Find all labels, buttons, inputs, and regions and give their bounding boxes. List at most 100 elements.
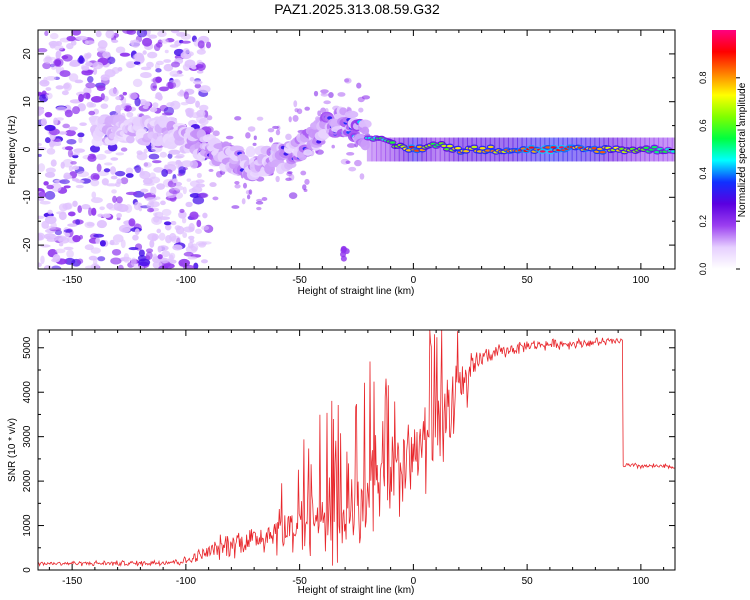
spectrogram-blob <box>38 191 47 198</box>
spectrogram-blob <box>69 99 82 104</box>
spectrogram-blob <box>95 30 102 38</box>
spectrogram-blob <box>65 129 76 137</box>
snr-xtick-label: 100 <box>633 576 650 587</box>
spectrogram-blob <box>82 92 91 99</box>
snr-series-line <box>38 330 675 567</box>
spectrogram-blob <box>206 115 213 121</box>
spectrogram-blob <box>182 48 190 55</box>
spectrogram-blob <box>158 216 171 221</box>
spectrogram-blob <box>106 183 118 187</box>
spectrogram-blob <box>97 213 104 218</box>
spectrogram-blob <box>145 197 158 202</box>
spectrogram-blob <box>196 48 206 55</box>
spectrogram-blob <box>67 211 76 217</box>
spectrogram-blob <box>134 164 142 174</box>
spectrogram-blob <box>124 105 132 112</box>
spectrogram-blob <box>148 153 160 160</box>
spectrogram-blob <box>170 220 177 226</box>
spectrogram-blob <box>38 163 46 172</box>
spectrogram-blob <box>49 32 59 40</box>
spectrogram-blob <box>194 83 202 89</box>
spectrogram-blob <box>50 265 62 269</box>
spectrogram-blob <box>179 208 185 214</box>
spectrogram-blob <box>302 184 307 191</box>
spectrogram-blob <box>293 100 298 108</box>
spectrogram-blob <box>61 90 69 96</box>
spectrogram-blob <box>55 248 66 254</box>
colorbar-tick-label: 0.0 <box>698 263 708 276</box>
spectrogram-blob <box>114 170 126 177</box>
spectrogram-blob <box>153 215 160 223</box>
spectrogram-blob <box>103 168 111 173</box>
spectrogram-blob <box>134 97 141 107</box>
spectrogram-blob <box>45 75 57 81</box>
spectrogram-blob <box>161 38 169 44</box>
spectrogram-blob <box>66 35 76 42</box>
spectrogram-blob <box>172 244 183 251</box>
spectrogram-blob <box>108 87 119 97</box>
spectrogram-blob <box>196 172 202 179</box>
spectrogram-blob <box>93 233 105 238</box>
spectrogram-noise <box>38 30 371 269</box>
spectrogram-blob <box>287 171 293 175</box>
spectrogram-blob <box>140 188 149 193</box>
spectrogram-blob <box>152 102 159 108</box>
spectrogram-blob <box>147 207 155 213</box>
colorbar-tick-label: 0.8 <box>698 72 708 85</box>
spectrogram-blob <box>169 44 179 48</box>
spectrogram-blob <box>234 116 242 121</box>
spectrogram-blob <box>66 139 77 145</box>
spectrogram-blob <box>63 229 73 233</box>
spectrogram-blob <box>182 232 188 238</box>
spectrogram-blob <box>78 93 84 103</box>
spectrogram-blob <box>296 108 303 115</box>
spectrogram-blob <box>163 59 172 63</box>
spectrogram-ytick-label: 0 <box>22 146 33 152</box>
spectrogram-blob <box>63 185 71 189</box>
spectrogram-blob <box>44 111 53 118</box>
spectrogram-blob <box>100 74 110 81</box>
spectrogram-blob <box>92 61 104 70</box>
spectrogram-blob <box>157 94 163 101</box>
spectrogram-blob <box>38 196 45 202</box>
spectrogram-blob <box>75 179 85 184</box>
spectrogram-blob <box>58 203 68 212</box>
spectrogram-blob <box>185 201 193 208</box>
spectrogram-blob <box>179 89 185 96</box>
spectrogram-blob <box>46 148 56 155</box>
spectrogram-xtick-label: -50 <box>292 275 307 286</box>
spectrogram-blob <box>40 118 47 126</box>
spectrogram-blob <box>46 226 57 230</box>
spectrogram-blob <box>125 191 138 196</box>
spectrogram-blob <box>196 70 204 74</box>
spectrogram-blob <box>225 135 234 140</box>
spectrogram-blob <box>205 41 212 49</box>
spectrogram-blob <box>134 228 140 235</box>
spectrogram-blob <box>46 184 54 190</box>
spectrogram-blob <box>157 254 163 260</box>
spectrogram-blob <box>44 124 56 132</box>
spectrogram-blob <box>163 221 172 226</box>
spectrogram-blob <box>67 149 73 158</box>
spectrogram-blob <box>77 132 85 138</box>
spectrogram-blob <box>248 189 253 195</box>
spectrogram-blob <box>150 186 157 196</box>
spectrogram-blob <box>180 40 191 44</box>
spectrogram-blob <box>140 71 152 79</box>
spectrogram-blob <box>193 262 199 269</box>
spectrogram-blob <box>68 126 78 131</box>
spectrogram-blob <box>43 56 53 64</box>
spectrogram-blob <box>192 196 205 205</box>
snr-xtick-label: -50 <box>292 576 307 587</box>
spectrogram-blob <box>85 82 96 89</box>
spectrogram-blob <box>38 215 45 220</box>
spectrogram-blob <box>152 253 158 260</box>
spectrogram-blob <box>337 92 346 97</box>
spectrogram-blob <box>261 197 268 201</box>
spectrogram-blob <box>88 110 96 116</box>
spectrogram-blob <box>189 211 199 220</box>
spectrogram-blob <box>153 167 165 173</box>
spectrogram-blob <box>246 194 251 200</box>
spectrogram-blob <box>166 81 177 90</box>
